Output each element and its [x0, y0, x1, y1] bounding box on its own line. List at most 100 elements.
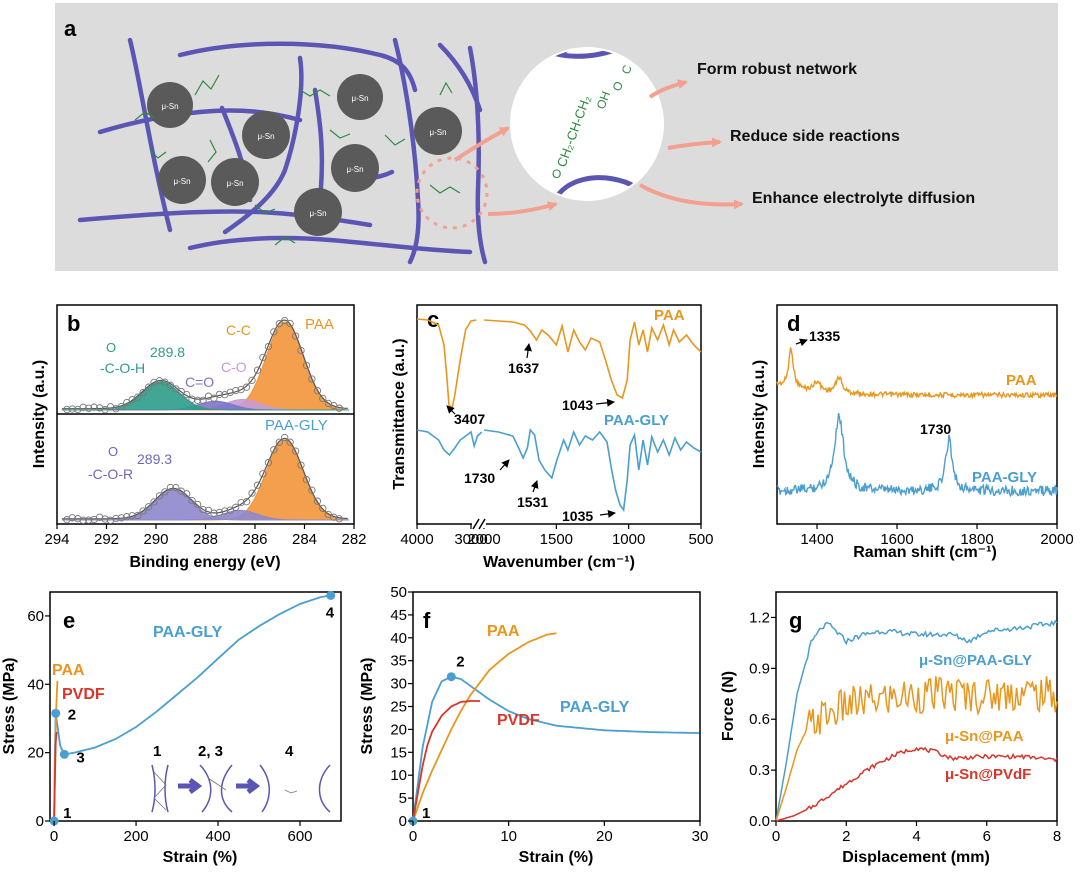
panel-d-frame	[776, 304, 1058, 525]
panel-b: b 294 292 290 288 286 284 282 Binding energy (…	[31, 304, 367, 571]
xps-x-label: Binding energy (eV)	[129, 554, 280, 571]
benefit-label-2: Reduce side reactions	[730, 128, 900, 145]
xps-0-datapoint-19	[166, 381, 175, 389]
xps-2893-label: 289.3	[137, 451, 172, 467]
g-ytick-label-3: 0.9	[749, 660, 770, 677]
f-ytick-label-6: 30	[390, 676, 407, 693]
xps-0-datapoint-0	[63, 405, 71, 414]
xps-1-datapoint-43	[297, 461, 305, 469]
xps-1-datapoint-16	[150, 498, 158, 506]
raman-paagly-legend: PAA-GLY	[972, 469, 1037, 486]
svg-text:μ-Sn: μ-Sn	[257, 132, 274, 141]
f-ytick-label-9: 45	[390, 607, 407, 624]
e-point-label-1: 2	[68, 706, 76, 723]
xps-1-datapoint-45	[308, 486, 316, 494]
f-xtick-label-1: 10	[500, 828, 517, 845]
xps-1-datapoint-10	[117, 514, 126, 522]
xps-0-datapoint-31	[232, 386, 240, 395]
e-series-0	[53, 594, 331, 822]
raman-xtick-label-1: 1600	[880, 531, 913, 548]
f-ytick-label-0: 0	[399, 813, 407, 830]
e-ytick-label-1: 20	[27, 745, 44, 762]
ftir-paa-line-high	[416, 318, 477, 410]
ftir-paa-legend: PAA	[654, 307, 685, 324]
raman-xtick-label-3: 2000	[1040, 531, 1073, 548]
f-ytick-label-10: 50	[390, 584, 407, 601]
svg-text:μ-Sn: μ-Sn	[161, 102, 178, 111]
ftir-band-label-0: 3407	[454, 411, 485, 427]
xps-0-datapoint-22	[183, 390, 191, 399]
xps-1-datapoint-42	[291, 447, 300, 455]
f-paa-legend: PAA	[487, 623, 520, 640]
svg-text:μ-Sn: μ-Sn	[429, 128, 446, 137]
e-x-label: Strain (%)	[163, 849, 238, 866]
e-point-label-3: 4	[326, 604, 335, 621]
e-ytick-label-3: 60	[27, 608, 44, 625]
xps-xtick-label-6: 282	[341, 531, 366, 548]
xps-1-datapoint-25	[199, 505, 207, 514]
e-ytick-label-2: 40	[27, 676, 44, 693]
panel-f-frame	[412, 591, 701, 822]
benefit-arrow-1	[648, 79, 688, 99]
xps-0-datapoint-47	[319, 394, 327, 403]
e-point-1	[51, 708, 61, 718]
xps-0-datapoint-33	[242, 383, 251, 391]
ftir-y-label: Transmittance (a.u.)	[391, 338, 408, 489]
e-point-2	[59, 749, 69, 759]
xps-0-datapoint-34	[248, 376, 256, 384]
svg-text:O: O	[552, 167, 561, 181]
stress-strain-ticks-e: 0 200 400 600 0 20 40 60	[27, 608, 312, 845]
ftir-band-label-2: 1043	[562, 397, 593, 413]
benefit-arrow-3	[639, 183, 744, 210]
e-xtick-label-3: 600	[287, 828, 312, 845]
xps-0-datapoint-30	[226, 388, 234, 396]
ftir-xtick-label-1: 3000	[454, 531, 487, 548]
svg-text:μ-Sn: μ-Sn	[173, 177, 190, 186]
xps-1-datapoint-47	[319, 504, 327, 513]
panel-d: d 1400 1600 1800 2000 Raman shift (cm⁻¹) In…	[751, 304, 1074, 561]
deformation-inset: 1 2, 3 4	[151, 743, 331, 813]
xps-y-label: Intensity (a.u.)	[31, 360, 48, 468]
xps-xtick-label-4: 286	[242, 531, 267, 548]
xps-1-datapoint-4	[85, 516, 93, 524]
xps-0-datapoint-36	[259, 353, 267, 362]
ftir-band-arrow-3	[499, 459, 510, 471]
f-ytick-label-7: 35	[390, 653, 407, 670]
ftir-band-arrow-0	[446, 405, 456, 415]
raman-xtick-label-2: 1800	[960, 531, 993, 548]
zoom-source-circle	[415, 156, 489, 230]
xps-xtick-label-1: 292	[94, 531, 119, 548]
xps-0-datapoint-5	[90, 403, 98, 411]
f-point-label-1: 2	[456, 654, 464, 671]
ftir-band-arrow-5	[599, 509, 616, 518]
xps-1-datapoint-32	[237, 498, 245, 507]
g-series-1	[775, 676, 1058, 822]
raman-plot	[776, 347, 1058, 498]
panel-f-label: f	[423, 608, 431, 633]
e-xtick-label-1: 200	[124, 828, 149, 845]
svg-text:μ-Sn: μ-Sn	[309, 209, 326, 218]
g-y-label: Force (N)	[720, 671, 737, 741]
xps-0-datapoint-21	[177, 387, 185, 396]
ftir-band-arrow-1	[524, 343, 532, 359]
raman-x-label: Raman shift (cm⁻¹)	[853, 544, 997, 561]
zoom-circle: CH₂-CH-CH₂ OH O C O	[510, 47, 664, 201]
g-xtick-label-0: 0	[772, 828, 780, 845]
xps-1-datapoint-27	[210, 509, 218, 517]
ftir-band-label-4: 1531	[517, 494, 548, 510]
f-x-label: Strain (%)	[519, 849, 594, 866]
ftir-xtick-label-0: 4000	[400, 531, 433, 548]
xps-0-datapoint-42	[291, 332, 300, 340]
f-pvdf-legend: PVDF	[497, 712, 540, 729]
e-xtick-label-2: 400	[206, 828, 231, 845]
xps-2898-label: 289.8	[150, 344, 185, 360]
xps-0-datapoint-43	[297, 346, 305, 355]
xps-1-datapoint-13	[134, 511, 142, 520]
f-point-label-0: 1	[422, 805, 430, 822]
f-y-label: Stress (MPa)	[359, 658, 376, 755]
xps-1-datapoint-11	[123, 513, 131, 521]
xps-0-datapoint-23	[188, 395, 196, 403]
ftir-band-label-5: 1035	[562, 508, 593, 524]
xps-1-datapoint-20	[172, 483, 180, 492]
